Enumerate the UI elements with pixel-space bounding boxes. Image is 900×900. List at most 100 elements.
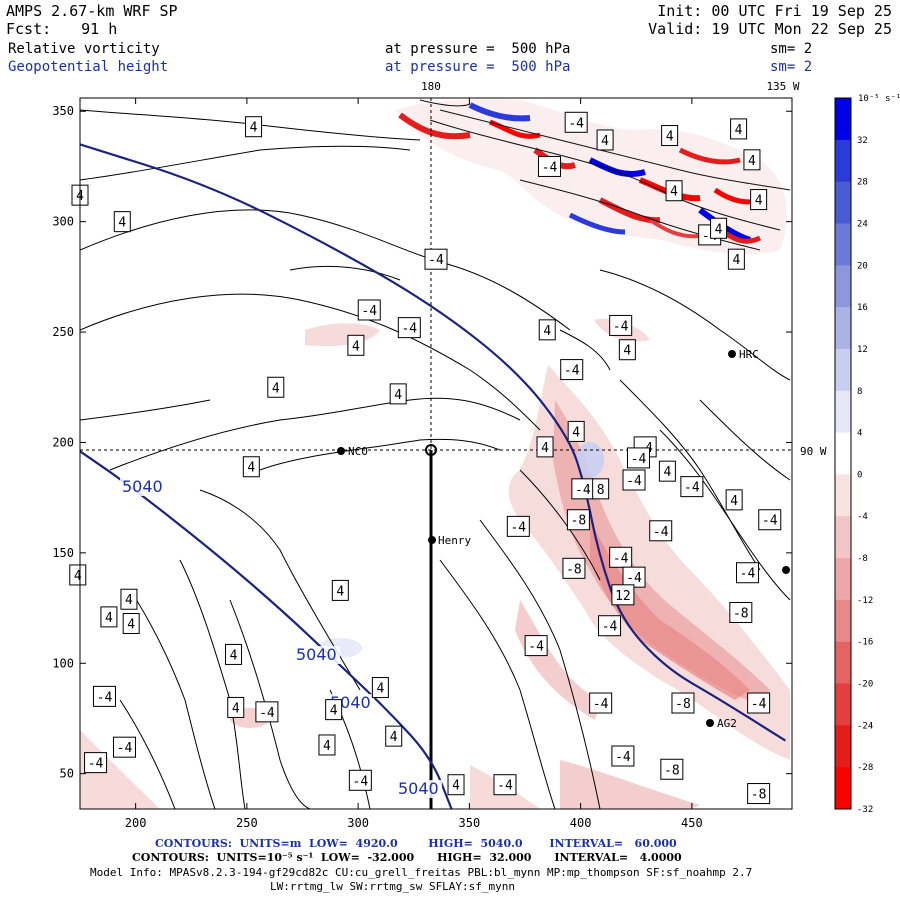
colorbar-swatch-16 xyxy=(835,767,851,810)
vort-label-31: 4 xyxy=(663,465,671,480)
colorbar-frame xyxy=(834,97,852,810)
vort-label-box-67 xyxy=(447,774,465,796)
vort-label-box-23 xyxy=(389,383,407,405)
vorticity-labels: 4 -4 4 4 4 -4 4 4 4 4 4 -4 4 -4 4 -4 -4 4 -4 4 4 -4 4 4 4 4 -4 4 -4 -… xyxy=(69,111,782,805)
station-henry-dot xyxy=(428,536,436,544)
colorbar-label-6: 8 xyxy=(857,387,862,397)
vort-label-54: 4 xyxy=(232,701,240,716)
vort-label-56: 4 xyxy=(330,704,338,719)
vort-label-24: 4 xyxy=(572,425,580,440)
colorbar-label-15: -28 xyxy=(857,763,873,773)
forecast-hours: 91 h xyxy=(81,20,118,38)
lon-135w-label: 135 W xyxy=(766,80,799,93)
level-vorticity: at pressure = 500 hPa xyxy=(385,41,571,57)
vort-label-box-38 xyxy=(758,509,782,531)
vort-label-box-24 xyxy=(567,420,585,442)
footer-height-contours: CONTOURS: UNITS=m LOW= 4920.0 HIGH= 5040… xyxy=(155,837,677,850)
vort-label-box-5 xyxy=(537,155,561,177)
height-label-bg-0 xyxy=(120,478,166,496)
vort-label-67: 4 xyxy=(452,779,460,794)
vort-label-box-43 xyxy=(69,564,87,586)
vort-label-box-63 xyxy=(611,745,635,767)
y-tick-label-4: 250 xyxy=(52,325,74,339)
vort-label-box-46 xyxy=(611,584,635,606)
vort-label-14: 4 xyxy=(715,222,723,237)
level-height: at pressure = 500 hPa xyxy=(385,59,571,75)
colorbar-swatch-6 xyxy=(835,348,851,392)
vort-label-box-52 xyxy=(524,635,548,657)
station-ag2-dot xyxy=(706,719,714,727)
height-contour-1 xyxy=(80,450,453,809)
footer-vorticity-contours: CONTOURS: UNITS=10⁻⁵ s⁻¹ LOW= -32.000 HI… xyxy=(132,851,682,864)
colorbar: 10⁻⁵ s⁻¹ 32 28 24 20 16 12 8 4 0 -4 -8 -12 -16 -20 -24… xyxy=(834,94,900,815)
vort-label-17: 4 xyxy=(543,324,551,339)
vort-label-box-64 xyxy=(589,692,613,714)
vort-label-55: -4 xyxy=(259,706,275,721)
height-label-bg-3 xyxy=(396,780,442,798)
y-tick-label-1: 100 xyxy=(52,656,74,670)
vort-label-box-18 xyxy=(609,314,633,336)
height-label-1: 5040 xyxy=(296,645,337,664)
vort-label-box-60 xyxy=(113,736,136,758)
colorbar-label-8: 0 xyxy=(857,470,862,480)
vort-label-1: -4 xyxy=(568,116,584,131)
vort-label-13: -4 xyxy=(428,253,444,268)
lon-90w-label: 90 W xyxy=(800,445,827,458)
vort-label-5: -4 xyxy=(542,160,558,175)
vort-label-box-35 xyxy=(506,515,530,537)
vort-label-box-36 xyxy=(566,509,590,531)
forecast-label: Fcst: 91 h xyxy=(6,21,117,38)
colorbar-label-3: 20 xyxy=(857,261,868,271)
forecast-label-text: Fcst: xyxy=(6,20,52,38)
height-label-3: 5040 xyxy=(398,779,439,798)
station-hrc-label: HRC xyxy=(739,348,759,361)
colorbar-label-11: -12 xyxy=(857,596,873,606)
colorbar-label-2: 24 xyxy=(857,219,868,229)
vort-label-30: -4 xyxy=(684,481,700,496)
vort-label-box-0 xyxy=(245,116,263,138)
vort-label-33: 8 xyxy=(597,483,605,498)
station-ag2-label: AG2 xyxy=(717,717,737,730)
vort-label-66: -4 xyxy=(353,774,369,789)
vort-label-0: 4 xyxy=(250,121,258,136)
colorbar-label-14: -24 xyxy=(857,721,873,731)
vort-label-box-3 xyxy=(661,125,679,147)
vort-label-29: -4 xyxy=(631,452,647,467)
vort-label-46: 12 xyxy=(615,589,631,604)
vort-label-box-9 xyxy=(113,211,131,233)
x-tick-label-5: 450 xyxy=(681,816,703,830)
vort-label-box-57 xyxy=(371,677,389,699)
x-tick-label-0: 200 xyxy=(125,816,147,830)
smooth-height: sm= 2 xyxy=(770,59,813,75)
footer-model-info: Model Info: MPASv8.2.3-194-gf29cd82c CU:… xyxy=(90,866,753,879)
colorbar-swatch-5 xyxy=(835,307,851,350)
vort-label-69: -8 xyxy=(664,763,680,778)
vort-label-box-61 xyxy=(318,734,336,756)
reference-lines xyxy=(80,98,792,809)
height-label-bg-1 xyxy=(294,646,340,664)
colorbar-swatch-4 xyxy=(835,265,851,308)
colorbar-swatch-12 xyxy=(835,599,851,643)
vort-label-box-12 xyxy=(727,248,745,270)
y-tick-label-5: 300 xyxy=(52,215,74,229)
colorbar-label-1: 28 xyxy=(857,178,868,188)
vort-label-box-49 xyxy=(598,615,622,637)
vort-label-19: 4 xyxy=(352,339,360,354)
vort-label-50: -8 xyxy=(733,606,749,621)
valid-time: Valid: 19 UTC Mon 22 Sep 25 xyxy=(648,20,892,38)
colorbar-swatch-15 xyxy=(835,725,851,768)
vort-label-58: -8 xyxy=(675,697,691,712)
colorbar-swatch-0 xyxy=(835,98,851,141)
vort-label-25: 4 xyxy=(541,441,549,456)
station-nco-dot xyxy=(337,447,345,455)
colorbar-unit: 10⁻⁵ s⁻¹ xyxy=(858,94,900,104)
vort-label-52: -4 xyxy=(528,640,544,655)
vort-label-40: -4 xyxy=(613,551,629,566)
colorbar-label-16: -32 xyxy=(857,805,873,815)
vort-label-12: 4 xyxy=(732,253,740,268)
vort-label-32: -4 xyxy=(575,483,591,498)
colorbar-swatch-2 xyxy=(835,181,851,224)
vort-label-box-1 xyxy=(564,111,588,133)
vort-label-box-53 xyxy=(92,685,116,707)
vort-label-10: 4 xyxy=(755,194,763,209)
